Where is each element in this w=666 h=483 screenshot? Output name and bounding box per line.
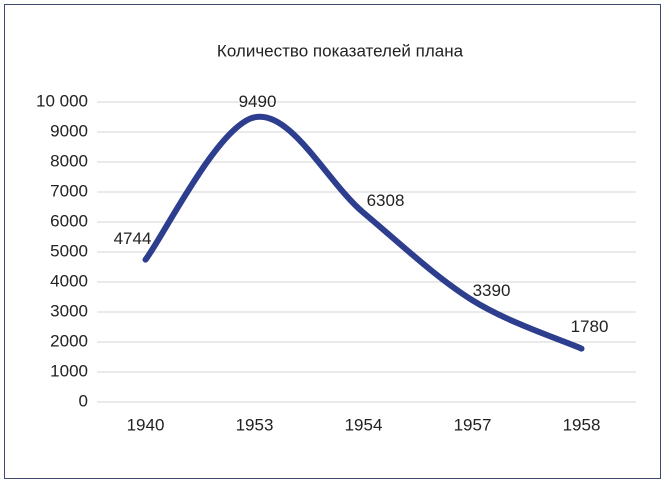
y-tick-label: 5000: [50, 241, 88, 260]
y-tick-label: 7000: [50, 181, 88, 200]
x-tick-label: 1953: [236, 415, 274, 434]
y-tick-label: 6000: [50, 211, 88, 230]
y-tick-label: 4000: [50, 271, 88, 290]
y-tick-label: 8000: [50, 151, 88, 170]
x-tick-label: 1957: [454, 415, 492, 434]
y-tick-label: 1000: [50, 361, 88, 380]
y-tick-label: 0: [79, 391, 88, 410]
chart-title: Количество показателей плана: [217, 41, 464, 60]
line: [142, 113, 585, 352]
y-tick-label: 10 000: [36, 91, 88, 110]
data-label: 3390: [473, 281, 511, 300]
chart-frame: [4, 4, 661, 479]
data-label: 1780: [571, 317, 609, 336]
y-tick-label: 9000: [50, 121, 88, 140]
x-tick-label: 1954: [345, 415, 383, 434]
data-label: 9490: [239, 92, 277, 111]
y-tick-label: 3000: [50, 301, 88, 320]
y-tick-label: 2000: [50, 331, 88, 350]
x-tick-label: 1958: [563, 415, 601, 434]
data-label: 4744: [114, 229, 152, 248]
x-tick-label: 1940: [127, 415, 165, 434]
data-label: 6308: [367, 191, 405, 210]
